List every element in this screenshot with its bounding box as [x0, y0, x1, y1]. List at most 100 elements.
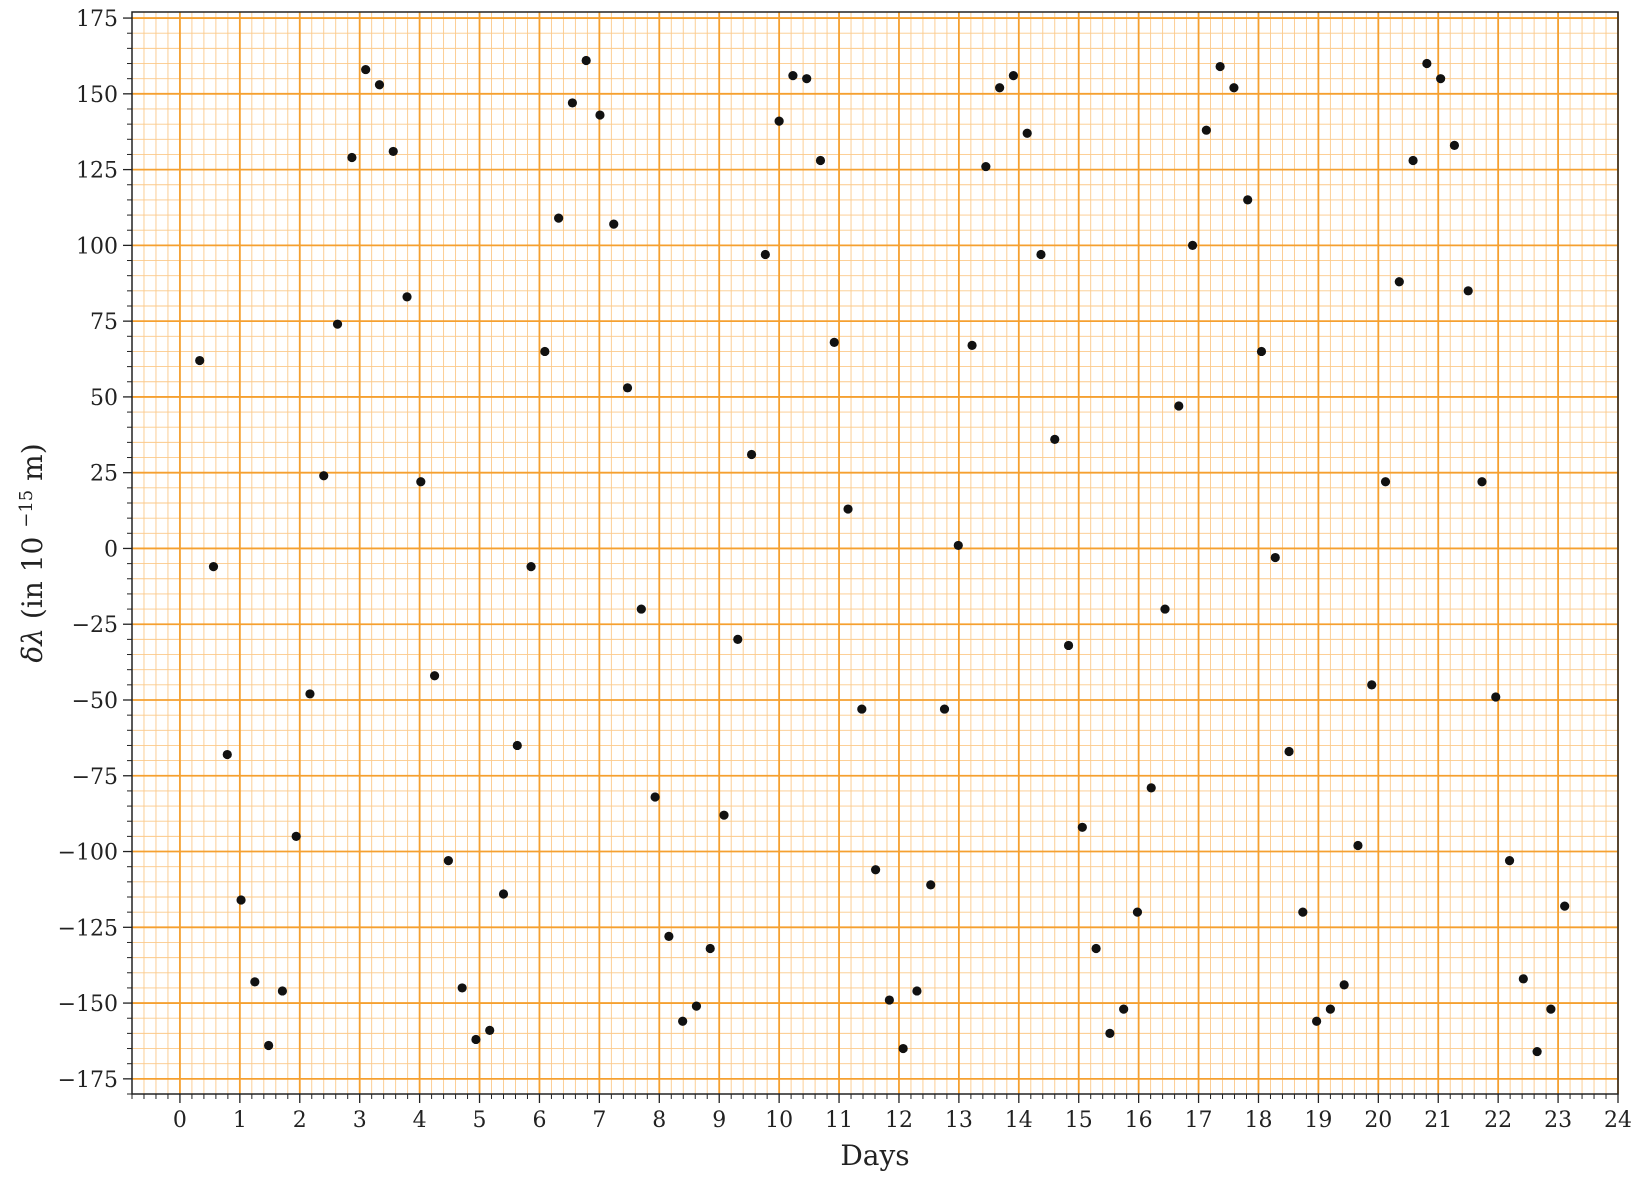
data-point — [802, 74, 812, 84]
data-point — [347, 152, 357, 163]
y-tick-label: 25 — [90, 462, 118, 487]
x-tick-label: 21 — [1424, 1108, 1452, 1133]
x-tick-label: 14 — [1005, 1108, 1033, 1133]
x-tick-label: 24 — [1604, 1108, 1631, 1133]
data-point — [1422, 58, 1432, 69]
data-point — [1229, 83, 1239, 93]
data-point — [1132, 907, 1143, 917]
data-point — [540, 346, 550, 357]
data-point — [1270, 552, 1280, 563]
data-point — [815, 155, 826, 166]
data-point — [843, 504, 853, 514]
x-tick-label: 19 — [1304, 1108, 1332, 1133]
data-points — [195, 55, 1570, 1057]
data-point — [1298, 907, 1308, 917]
y-axis-label-exponent: −15 — [16, 490, 37, 528]
data-point — [733, 634, 743, 644]
data-point — [595, 110, 605, 120]
minor-grid — [131, 12, 1618, 1095]
data-point — [1353, 840, 1363, 851]
y-tick-label: −125 — [58, 916, 118, 941]
data-point — [1063, 640, 1074, 651]
data-point — [457, 983, 467, 993]
y-tick-label: −75 — [72, 765, 118, 790]
data-point — [236, 895, 246, 905]
y-tick-label: 175 — [76, 7, 118, 32]
data-point — [981, 161, 991, 172]
data-point — [1408, 155, 1418, 166]
x-axis-label: Days — [840, 1139, 909, 1172]
data-point — [195, 355, 205, 366]
data-point — [1105, 1028, 1115, 1038]
data-point — [953, 540, 963, 551]
data-point — [1325, 1004, 1335, 1014]
data-point — [319, 471, 329, 481]
data-point — [1174, 401, 1184, 411]
data-point — [1022, 128, 1032, 138]
data-point — [554, 213, 564, 223]
data-point — [678, 1016, 688, 1026]
x-tick-label: 9 — [712, 1108, 726, 1133]
y-tick-label: −50 — [72, 689, 118, 714]
y-tick-label: 125 — [76, 159, 118, 184]
x-tick-label: 8 — [652, 1108, 666, 1133]
x-tick-label: 6 — [532, 1108, 546, 1133]
data-point — [636, 604, 646, 614]
y-tick-label: 75 — [90, 310, 118, 335]
data-point — [1518, 974, 1528, 984]
data-point — [208, 562, 219, 572]
y-axis-label-unit: m) — [16, 443, 49, 480]
data-point — [1160, 604, 1170, 614]
data-point — [416, 477, 426, 487]
x-tick-label: 5 — [473, 1108, 487, 1133]
data-point — [746, 449, 757, 460]
data-point — [1491, 692, 1501, 702]
data-point — [1008, 71, 1019, 81]
axis-ticks — [123, 17, 1619, 1103]
y-axis-label-symbol: δλ — [16, 628, 49, 663]
x-tick-label: 15 — [1065, 1108, 1093, 1133]
data-point — [471, 1034, 481, 1045]
data-point — [760, 249, 770, 260]
x-tick-label: 23 — [1544, 1108, 1572, 1133]
data-point — [995, 83, 1005, 93]
data-point — [898, 1043, 908, 1054]
data-point — [1146, 783, 1156, 793]
data-point — [1380, 477, 1391, 487]
data-point — [429, 671, 440, 681]
data-point — [1050, 434, 1060, 444]
data-point — [1504, 856, 1515, 866]
data-point — [1449, 140, 1460, 150]
y-tick-label: −25 — [72, 613, 118, 638]
data-point — [222, 749, 232, 760]
data-point — [857, 704, 867, 714]
data-point — [361, 64, 371, 75]
x-tick-labels: 0 1 2 3 4 5 6 7 8 9 10 11 12 13 14 15 16 17 18 19 20 21 22 23 24 — [173, 1108, 1631, 1133]
x-tick-label: 3 — [353, 1108, 367, 1133]
x-tick-label: 10 — [765, 1108, 793, 1133]
data-point — [388, 146, 398, 157]
data-point — [774, 116, 784, 126]
y-axis-label: δλ (in 10 −15 m) — [16, 443, 50, 662]
data-point — [1463, 286, 1473, 296]
x-tick-label: 20 — [1364, 1108, 1392, 1133]
data-point — [1394, 277, 1404, 287]
data-point — [332, 319, 343, 329]
data-point — [788, 71, 798, 81]
data-point — [622, 383, 633, 393]
data-point — [1215, 61, 1225, 72]
data-point — [485, 1025, 495, 1035]
data-point — [1256, 346, 1267, 357]
x-tick-label: 4 — [413, 1108, 427, 1133]
data-point — [912, 986, 922, 996]
data-point — [1077, 822, 1087, 832]
data-point — [1312, 1016, 1322, 1026]
data-point — [498, 889, 509, 899]
data-point — [829, 337, 839, 347]
data-point — [402, 292, 412, 302]
y-tick-label: 0 — [104, 537, 118, 562]
data-point — [1284, 746, 1294, 757]
data-point — [443, 856, 453, 866]
data-point — [884, 995, 894, 1005]
